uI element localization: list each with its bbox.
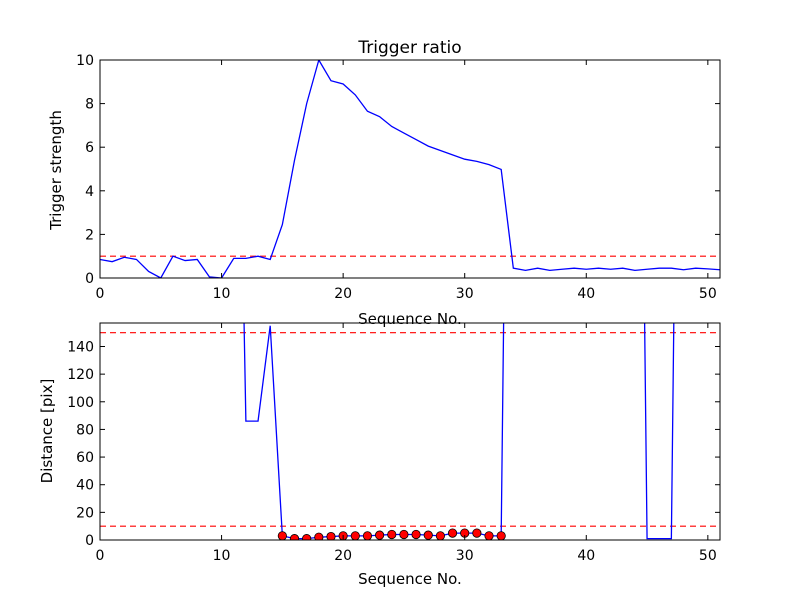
trigger-ratio-xtick-label: 40: [577, 286, 595, 302]
trigger-ratio-title: Trigger ratio: [357, 38, 461, 58]
distance-axes-frame: [99, 322, 721, 541]
trigger-ratio-ytick-label: 10: [76, 53, 94, 69]
distance-xtick-label: 40: [577, 548, 595, 564]
distance-data-point: [447, 528, 458, 538]
distance-ytick-label: 20: [76, 505, 94, 521]
distance-data-point: [411, 529, 421, 540]
distance-plot: 0 10 20 30 40 50 0 20 40 60 80 100 120 140 Sequence N…: [38, 322, 721, 588]
distance-marks: [100, 323, 720, 540]
trigger-ratio-axes-frame: [99, 59, 721, 279]
distance-data-point: [350, 531, 360, 540]
trigger-ratio-ytick-label: 2: [85, 227, 94, 243]
distance-data-point: [326, 531, 336, 540]
distance-data-point: [362, 531, 373, 540]
distance-ytick-label: 100: [67, 395, 94, 411]
trigger-ratio-ticks: 0 10 20 30 40 50 0 2 4 6 8 10: [76, 53, 720, 302]
distance-data-point: [314, 532, 324, 540]
distance-xtick-label: 30: [456, 548, 474, 564]
distance-ytick-label: 60: [76, 450, 94, 466]
trigger-ratio-xtick-label: 50: [699, 286, 717, 302]
distance-data-point: [484, 531, 494, 540]
trigger-ratio-series-line-0: [100, 60, 720, 278]
distance-ytick-label: 80: [76, 422, 94, 438]
distance-data-point: [375, 530, 385, 540]
distance-data-point: [399, 529, 409, 540]
trigger-ratio-xlabel: Sequence No.: [358, 310, 462, 328]
trigger-ratio-xtick-label: 20: [334, 286, 352, 302]
distance-data-point: [302, 534, 312, 540]
distance-xtick-label: 50: [699, 548, 717, 564]
distance-data-point: [423, 530, 433, 540]
trigger-ratio-ytick-label: 6: [85, 140, 94, 156]
distance-xtick-label: 20: [334, 548, 352, 564]
trigger-ratio-plot: Trigger ratio 0 10 20 30 40 50 0 2 4 6 8 10 Sequenc…: [47, 38, 721, 328]
distance-ytick-label: 120: [67, 367, 94, 383]
distance-ticks: 0 10 20 30 40 50 0 20 40 60 80 100 120 140: [67, 323, 720, 564]
distance-xlabel: Sequence No.: [358, 570, 462, 588]
trigger-ratio-xtick-label: 10: [213, 286, 231, 302]
trigger-ratio-ytick-label: 8: [85, 97, 94, 113]
distance-data-point: [289, 534, 300, 540]
distance-series-line-1: [643, 323, 675, 540]
distance-ytick-label: 0: [85, 533, 94, 549]
distance-data-point: [472, 528, 482, 538]
trigger-ratio-ytick-label: 0: [85, 271, 94, 287]
trigger-ratio-xtick-label: 0: [96, 286, 105, 302]
distance-xtick-label: 0: [96, 548, 105, 564]
trigger-ratio-ytick-label: 4: [85, 184, 94, 200]
distance-data-point: [387, 529, 397, 540]
trigger-ratio-ylabel: Trigger strength: [47, 110, 65, 231]
distance-ytick-label: 140: [67, 339, 94, 355]
distance-data-point: [435, 531, 445, 540]
distance-ylabel: Distance [pix]: [38, 379, 56, 484]
distance-data-point: [496, 531, 506, 540]
distance-data-point: [277, 531, 287, 540]
distance-xtick-label: 10: [213, 548, 231, 564]
trigger-ratio-xtick-label: 30: [456, 286, 474, 302]
distance-ytick-label: 40: [76, 478, 94, 494]
trigger-ratio-marks: [100, 60, 720, 278]
